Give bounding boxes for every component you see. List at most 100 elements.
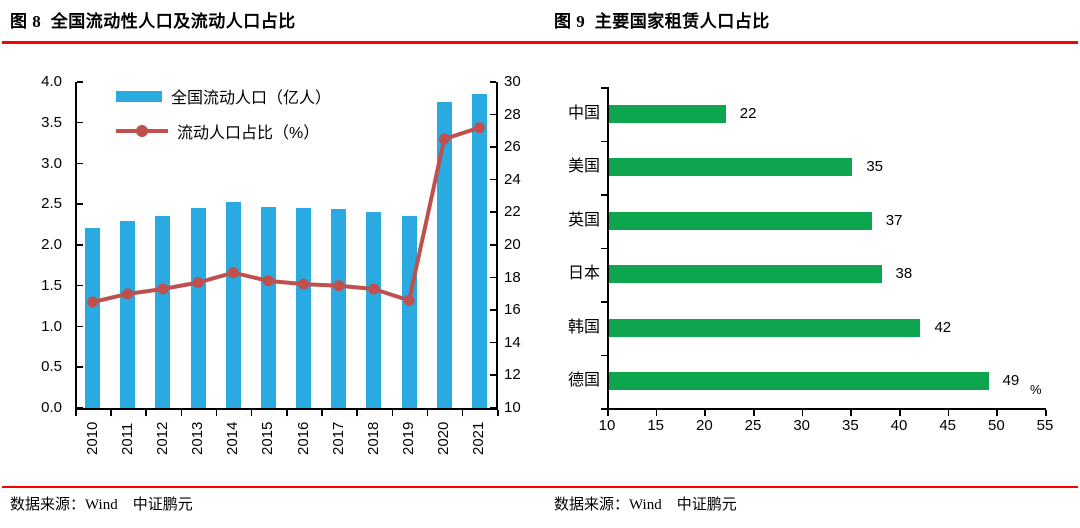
bar-2018 [366, 211, 382, 408]
x-axis-unit-label: % [1030, 382, 1042, 397]
bar-2020 [436, 101, 452, 408]
left-axis-tick-label: 2.0 [41, 236, 62, 253]
value-axis-tick-label: 55 [1036, 417, 1054, 434]
x-axis-label-2015: 2015 [259, 421, 277, 455]
left-axis-tick-label: 4.0 [41, 73, 62, 90]
left-axis-tick [77, 244, 83, 246]
value-axis-tick-label: 20 [695, 417, 713, 434]
category-label-英国: 英国 [567, 211, 600, 229]
bar-2016 [296, 208, 312, 408]
bar-value-label-美国: 35 [866, 158, 884, 176]
value-axis-tick [704, 410, 706, 416]
bar-2010 [85, 227, 101, 408]
value-axis-tick-label: 15 [647, 417, 664, 434]
left-axis-tick-label: 1.0 [41, 317, 62, 335]
right-axis-tick-label: 12 [504, 366, 521, 384]
category-axis-tick [461, 410, 464, 416]
bar-2015 [260, 206, 276, 408]
line-marker-dot [136, 125, 148, 137]
value-axis-tick [607, 410, 609, 416]
bar-series-label: 全国流动人口（亿人） [171, 90, 332, 107]
right-axis-tick-label: 30 [504, 73, 521, 90]
figure-9-chart: 10 15 20 25 30 35 40 45 50 55 中国 22 美国 35 英国 37 日本 38 韩国 42… [540, 0, 1080, 482]
x-axis-label-2013: 2013 [189, 421, 207, 455]
line-series-label: 流动人口占比（%） [177, 125, 320, 142]
category-axis-tick [426, 410, 429, 416]
category-axis-tick [75, 410, 77, 416]
value-axis-tick [899, 410, 901, 416]
value-axis-line [607, 408, 1046, 410]
right-value-axis-line [496, 82, 498, 408]
right-axis-tick [490, 113, 496, 116]
footer-divider-rule [2, 486, 1078, 488]
bar-日本 [609, 265, 882, 284]
category-axis-line [75, 408, 498, 410]
value-axis-tick [947, 410, 950, 416]
left-axis-tick-label: 3.5 [41, 113, 62, 131]
bar-series-swatch [116, 90, 162, 102]
value-axis-tick [801, 410, 804, 416]
value-axis-tick-label: 10 [598, 417, 616, 434]
left-axis-tick [77, 407, 83, 409]
left-axis-tick [77, 325, 83, 327]
category-axis-tick [250, 410, 253, 416]
right-axis-tick-label: 22 [504, 203, 521, 221]
category-axis-tick [601, 140, 607, 142]
right-axis-tick [490, 81, 496, 83]
value-axis-tick [655, 410, 658, 416]
category-axis-tick [321, 410, 323, 416]
category-label-中国: 中国 [567, 104, 600, 122]
value-axis-tick [850, 410, 852, 416]
left-value-axis-line [75, 82, 77, 408]
bar-2021 [471, 94, 487, 408]
left-axis-tick-label: 0.0 [41, 399, 62, 416]
bar-美国 [609, 158, 853, 177]
right-axis-tick [490, 244, 496, 246]
x-axis-label-2014: 2014 [224, 421, 242, 455]
left-axis-tick [77, 284, 83, 287]
legend-item-bar-series: 全国流动人口（亿人） [116, 84, 331, 108]
category-axis-tick [601, 194, 607, 196]
right-axis-tick [490, 374, 496, 376]
left-axis-tick-label: 0.5 [41, 358, 62, 376]
category-label-德国: 德国 [567, 372, 600, 390]
bar-2019 [401, 215, 417, 408]
figure-9-title: 图 9 主要国家租赁人口占比 [554, 12, 770, 31]
x-axis-label-2017: 2017 [329, 421, 347, 455]
x-axis-label-2021: 2021 [470, 421, 488, 455]
figure-8-source: 数据来源：Wind 中证鹏元 [10, 497, 193, 513]
x-axis-label-2010: 2010 [83, 421, 101, 455]
figure-8-title: 图 8 全国流动性人口及流动人口占比 [10, 12, 296, 31]
right-axis-tick [490, 146, 496, 148]
category-axis-tick [180, 410, 182, 416]
x-axis-label-2019: 2019 [400, 421, 418, 455]
category-axis-tick [215, 410, 218, 416]
bar-英国 [609, 211, 872, 230]
bar-2017 [331, 209, 347, 408]
figure-8-legend: 全国流动人口（亿人） 流动人口占比（%） [116, 84, 331, 143]
value-axis-tick [996, 410, 998, 416]
category-axis-tick [391, 410, 393, 416]
category-axis-tick [356, 410, 358, 416]
category-label-美国: 美国 [567, 158, 600, 176]
bar-2013 [190, 208, 206, 408]
left-axis-tick [77, 366, 83, 368]
figure-9-source: 数据来源：Wind 中证鹏元 [554, 497, 737, 513]
category-label-韩国: 韩国 [567, 318, 600, 336]
right-axis-tick-label: 14 [504, 333, 521, 351]
title-divider-rule [2, 41, 1078, 44]
category-axis-tick [601, 87, 607, 89]
left-axis-tick-label: 2.5 [41, 195, 62, 213]
x-axis-label-2011: 2011 [118, 422, 136, 455]
line-series-swatch [116, 125, 168, 137]
bar-中国 [609, 104, 726, 123]
right-axis-tick [490, 407, 496, 409]
left-axis-tick [77, 203, 83, 205]
right-axis-tick [490, 309, 496, 311]
x-axis-label-2020: 2020 [435, 421, 453, 455]
value-axis-tick [1045, 410, 1047, 416]
bar-2011 [120, 220, 136, 408]
bar-value-label-德国: 49 [1002, 372, 1020, 390]
figure-8-chart: 全国流动人口（亿人） 流动人口占比（%） 0.0 0.5 1.0 1.5 2.0 2.5 3… [0, 0, 540, 482]
